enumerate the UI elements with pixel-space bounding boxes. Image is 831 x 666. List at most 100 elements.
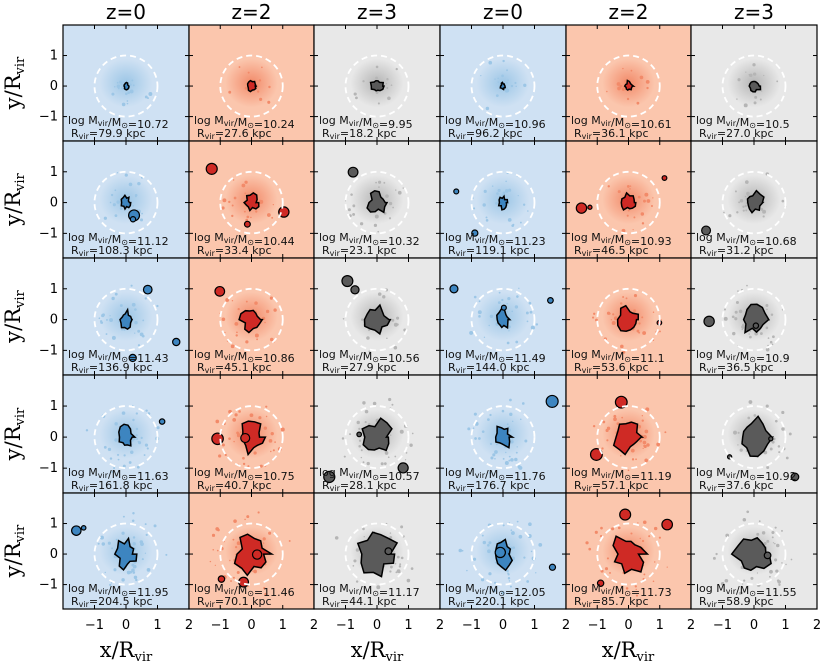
density-blob	[737, 431, 740, 434]
density-blob	[502, 524, 505, 527]
density-blob	[514, 305, 519, 309]
virial-radius-ring	[596, 405, 661, 470]
density-blob	[144, 95, 148, 99]
density-blob	[250, 216, 252, 219]
satellite-contour	[397, 462, 409, 474]
y-tick-label: −1	[39, 461, 58, 476]
mass-annotation: log Mvir/M⊙=11.23	[445, 231, 546, 248]
density-blob	[404, 459, 407, 461]
density-blob	[639, 75, 644, 80]
density-blob	[763, 450, 768, 455]
radius-annotation: Rvir=45.1 kpc	[197, 361, 272, 375]
density-blob	[383, 181, 386, 184]
density-blob	[616, 422, 620, 426]
radius-annotation: Rvir=46.5 kpc	[574, 244, 649, 258]
density-blob	[114, 214, 118, 218]
density-blob	[124, 92, 128, 96]
density-blob	[359, 222, 364, 226]
density-blob	[389, 565, 393, 569]
satellite-contour	[172, 337, 181, 347]
density-blob	[122, 515, 125, 518]
density-blob	[760, 207, 764, 211]
density-blob	[405, 451, 408, 454]
virial-radius-ring	[721, 522, 787, 586]
density-blob	[268, 531, 272, 535]
density-blob	[502, 191, 506, 195]
density-blob	[218, 454, 222, 458]
density-blob	[736, 98, 738, 100]
x-tick-label: 1	[781, 618, 789, 633]
density-blob	[395, 571, 398, 574]
density-blob	[527, 210, 529, 212]
density-blob	[145, 409, 148, 412]
satellite-contour	[494, 546, 506, 559]
core-contour	[242, 191, 260, 212]
mass-annotation: log Mvir/M⊙=11.63	[68, 466, 169, 483]
virial-radius-ring	[470, 170, 536, 235]
density-blob	[749, 73, 753, 78]
core-contour	[361, 417, 393, 452]
radius-annotation: Rvir=58.9 kpc	[699, 595, 774, 609]
satellite-contour	[752, 322, 760, 329]
density-blob	[485, 219, 489, 222]
density-blob	[372, 401, 377, 406]
density-blob	[481, 430, 485, 434]
density-blob	[396, 555, 400, 559]
core-contour	[356, 531, 399, 578]
satellite-contour	[129, 216, 137, 223]
virial-radius-ring	[93, 287, 159, 352]
density-blob	[765, 326, 769, 330]
density-blob	[636, 101, 640, 105]
density-blob	[101, 313, 105, 318]
density-blob	[626, 214, 629, 217]
satellite-contour	[614, 395, 628, 409]
density-blob	[745, 71, 747, 73]
density-blob	[759, 332, 763, 336]
satellite-contour	[661, 175, 668, 181]
virial-radius-ring	[596, 170, 661, 235]
density-blob	[734, 317, 738, 321]
density-blob	[214, 564, 216, 566]
density-blob	[221, 206, 225, 210]
satellite-contour	[356, 431, 363, 438]
density-blob	[502, 457, 505, 460]
radius-annotation: Rvir=70.1 kpc	[197, 595, 272, 609]
density-blob	[749, 335, 752, 339]
density-blob	[235, 553, 237, 556]
density-blob	[510, 440, 514, 444]
x-tick-label: −1	[211, 618, 230, 633]
density-blob	[505, 451, 507, 454]
density-blob	[238, 410, 241, 413]
radius-annotation: Rvir=27.0 kpc	[699, 127, 774, 141]
density-blob	[143, 454, 146, 456]
density-blob	[125, 79, 128, 82]
density-blob	[777, 445, 781, 448]
density-blob	[653, 526, 658, 531]
density-blob	[601, 447, 604, 450]
density-blob	[498, 291, 501, 294]
satellite-contour	[278, 206, 290, 218]
density-blob	[496, 192, 499, 195]
density-blob	[621, 228, 626, 233]
density-blob	[748, 74, 750, 76]
x-tick-label: 0	[750, 618, 758, 633]
density-blob	[363, 536, 365, 538]
column-title: z=3	[734, 0, 774, 24]
density-blob	[506, 303, 508, 305]
density-blob	[216, 549, 219, 552]
density-blob	[487, 418, 490, 422]
density-blob	[631, 458, 635, 461]
density-blob	[508, 330, 510, 332]
density-blob	[629, 185, 632, 187]
density-blob	[111, 470, 114, 473]
density-blob	[156, 426, 160, 430]
density-blob	[753, 101, 757, 105]
density-blob	[137, 344, 141, 347]
density-blob	[632, 229, 634, 231]
density-blob	[392, 206, 394, 209]
